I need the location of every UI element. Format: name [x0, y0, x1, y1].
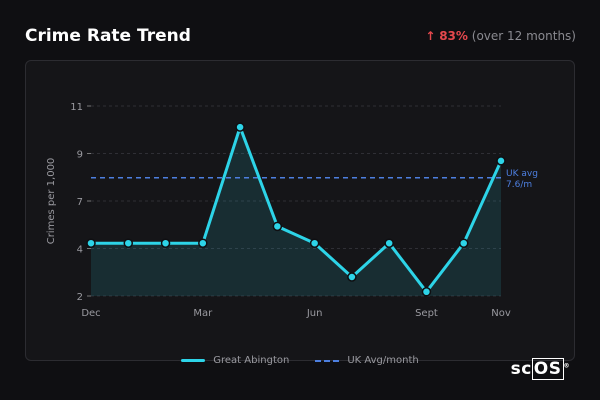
x-tick-label: Dec: [81, 308, 100, 319]
data-point: [235, 122, 245, 132]
x-tick-label: Sept: [415, 308, 438, 319]
legend-label: UK Avg/month: [347, 355, 419, 366]
scos-logo: sc OS ®: [510, 358, 570, 380]
data-point: [421, 287, 432, 297]
legend-item-reference[interactable]: UK Avg/month: [315, 355, 419, 366]
area-fill: [91, 127, 501, 296]
legend-label: Great Abington: [213, 355, 290, 366]
series-line: [91, 125, 503, 294]
x-tick-label: Nov: [491, 308, 511, 319]
data-point: [347, 272, 357, 282]
trend-up-icon: ↑: [425, 29, 436, 43]
legend-swatch-reference: [315, 359, 340, 362]
uk-avg-label: UK avg: [506, 169, 538, 179]
y-tick-label: 4: [77, 245, 83, 256]
uk-avg-value: 7.6/m: [506, 180, 532, 190]
data-point: [198, 238, 208, 248]
legend: Great Abington UK Avg/month: [0, 355, 600, 366]
change-value: 83%: [439, 29, 468, 43]
data-point: [272, 221, 283, 232]
data-point: [384, 238, 394, 248]
data-point: [123, 238, 134, 248]
legend-swatch-series: [181, 359, 206, 362]
data-point: [160, 238, 171, 248]
data-point: [458, 238, 469, 248]
y-tick-label: 2: [77, 292, 83, 303]
x-tick-label: Mar: [193, 308, 213, 319]
y-tick-label: 11: [70, 102, 83, 113]
y-tick-label: 9: [77, 150, 83, 161]
chart-card: [25, 60, 575, 361]
legend-item-series[interactable]: Great Abington: [181, 355, 289, 366]
data-point: [86, 238, 96, 248]
change-summary: ↑ 83% (over 12 months): [425, 29, 576, 43]
page-title: Crime Rate Trend: [25, 26, 191, 46]
y-axis-label: Crimes per 1,000: [46, 158, 57, 245]
x-tick-label: Jun: [306, 308, 323, 319]
y-tick-label: 7: [77, 197, 83, 208]
data-point: [309, 238, 320, 248]
change-note: (over 12 months): [471, 29, 576, 43]
data-point: [496, 156, 506, 166]
